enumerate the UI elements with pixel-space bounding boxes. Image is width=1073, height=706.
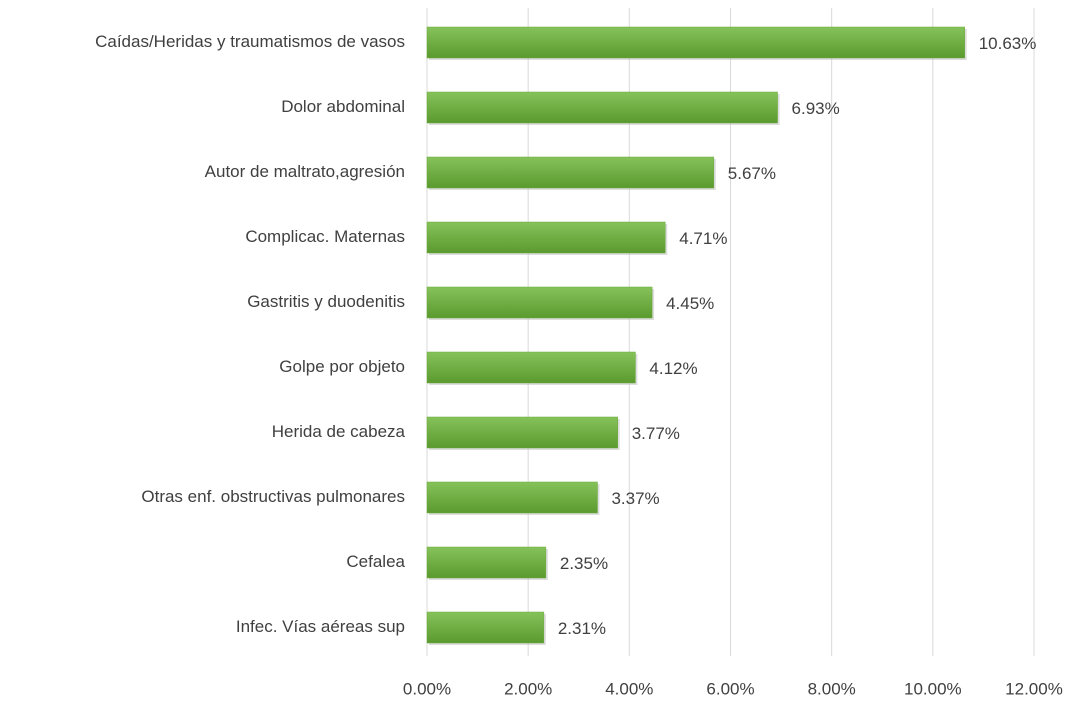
data-label: 4.45% [666, 294, 714, 313]
x-tick-label: 4.00% [605, 679, 653, 698]
y-tick-label: Autor de maltrato,agresión [205, 162, 405, 181]
x-tick-label: 0.00% [403, 679, 451, 698]
y-tick-label: Dolor abdominal [281, 97, 405, 116]
data-label: 2.31% [558, 619, 606, 638]
bar [426, 156, 715, 189]
x-tick-label: 12.00% [1005, 679, 1063, 698]
bar [426, 91, 778, 124]
bar [426, 546, 547, 579]
y-tick-label: Complicac. Maternas [245, 227, 405, 246]
data-label: 5.67% [728, 164, 776, 183]
y-tick-label: Infec. Vías aéreas sup [236, 617, 405, 636]
y-tick-label: Golpe por objeto [279, 357, 405, 376]
bar [426, 286, 653, 319]
x-tick-label: 10.00% [904, 679, 962, 698]
y-tick-label: Otras enf. obstructivas pulmonares [141, 487, 405, 506]
data-label: 3.37% [611, 489, 659, 508]
bar [426, 351, 636, 384]
data-label: 3.77% [632, 424, 680, 443]
data-label: 10.63% [979, 34, 1037, 53]
y-tick-label: Herida de cabeza [272, 422, 406, 441]
y-tick-label: Cefalea [346, 552, 405, 571]
bar [426, 481, 598, 514]
data-label: 4.71% [679, 229, 727, 248]
x-tick-label: 8.00% [808, 679, 856, 698]
x-tick-label: 6.00% [706, 679, 754, 698]
x-tick-label: 2.00% [504, 679, 552, 698]
data-label: 2.35% [560, 554, 608, 573]
bar [426, 416, 618, 449]
y-tick-label: Caídas/Heridas y traumatismos de vasos [95, 32, 405, 51]
data-label: 6.93% [792, 99, 840, 118]
y-tick-label: Gastritis y duodenitis [247, 292, 405, 311]
bar [426, 611, 545, 644]
bar [426, 26, 965, 59]
data-label: 4.12% [649, 359, 697, 378]
bar [426, 221, 666, 254]
